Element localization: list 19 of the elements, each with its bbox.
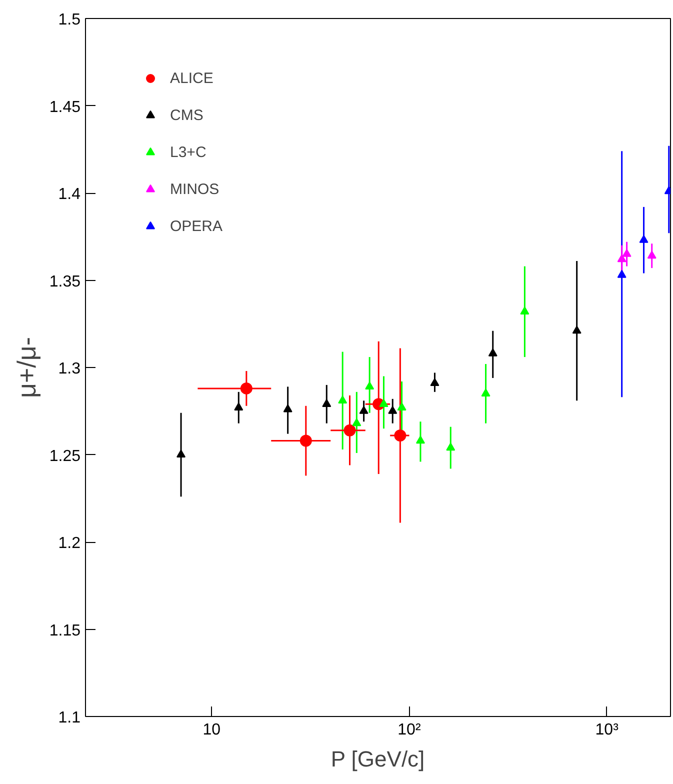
y-tick-label: 1.3 (58, 360, 81, 378)
y-tick-label: 1.1 (58, 710, 81, 726)
legend-label: CMS (170, 106, 204, 124)
y-tick-label: 1.15 (49, 622, 81, 640)
legend-label: L3+C (170, 144, 206, 160)
legend-label: MINOS (170, 180, 220, 198)
y-tick-label: 1.35 (49, 273, 81, 290)
y-tick-label: 1.25 (49, 448, 81, 465)
legend-label: ALICE (170, 70, 214, 86)
y-axis-title: μ+/μ- (11, 336, 42, 398)
y-tick-label: 1.4 (58, 186, 81, 203)
x-tick-label: 10³ (595, 722, 620, 738)
y-tick-label: 1.45 (49, 98, 81, 116)
x-tick-label: 10² (398, 722, 422, 738)
x-tick-label: 10 (202, 722, 221, 738)
legend-label: OPERA (170, 218, 223, 234)
y-tick-label: 1.2 (58, 535, 81, 552)
x-axis-title: P [GeV/c] (330, 746, 425, 772)
y-tick-label: 1.5 (58, 12, 81, 28)
